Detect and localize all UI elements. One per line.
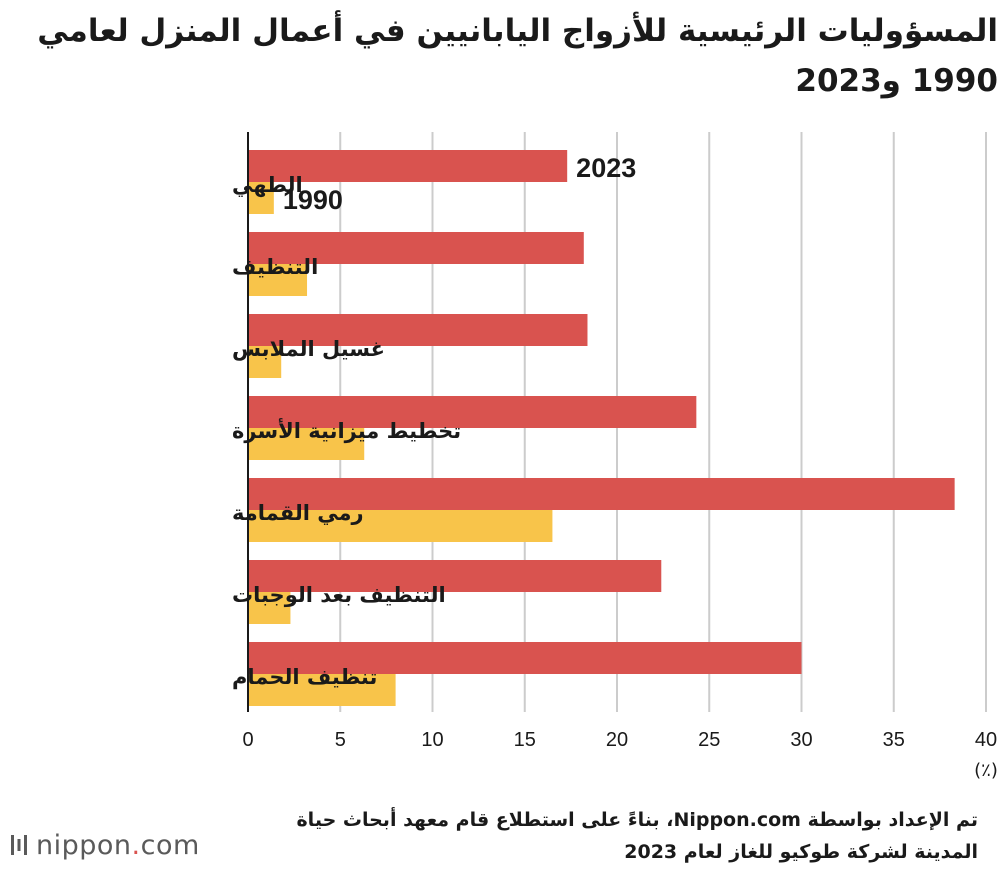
bar-2023 bbox=[248, 478, 955, 510]
source-line-2: المدينة لشركة طوكيو للغاز لعام 2023 bbox=[624, 841, 978, 863]
category-label: غسيل الملابس bbox=[232, 337, 385, 361]
bar-chart: الطهي التنظيف غسيل الملابس تخطيط ميزانية ال… bbox=[232, 132, 998, 781]
category-label: التنظيف بعد الوجبات bbox=[232, 583, 446, 607]
category-label: التنظيف bbox=[232, 255, 318, 279]
nippon-logo: nippon.com bbox=[8, 830, 200, 861]
category-label: رمي القمامة bbox=[232, 501, 364, 525]
bar-2023 bbox=[248, 232, 584, 264]
x-tick-label: 25 bbox=[698, 729, 720, 751]
x-tick-label: 40 bbox=[975, 729, 997, 751]
x-unit-label: (٪) bbox=[974, 760, 998, 781]
source-note: تم الإعداد بواسطة Nippon.com، بناءً على … bbox=[238, 804, 978, 868]
logo-mark-icon bbox=[11, 835, 27, 855]
x-tick-label: 30 bbox=[790, 729, 812, 751]
bar-2023 bbox=[248, 314, 588, 346]
bar-2023 bbox=[248, 396, 697, 428]
series-label: 2023 bbox=[576, 153, 636, 183]
bar-1990 bbox=[248, 182, 274, 214]
category-label: الطهي bbox=[232, 173, 303, 197]
logo-name: nippon bbox=[36, 830, 132, 861]
bar-1990 bbox=[248, 674, 396, 706]
x-tick-label: 20 bbox=[606, 729, 628, 751]
series-label: 1990 bbox=[283, 185, 343, 215]
chart-title: المسؤوليات الرئيسية للأزواج اليابانيين ف… bbox=[37, 13, 998, 99]
bar-2023 bbox=[248, 642, 802, 674]
bar-1990 bbox=[248, 428, 365, 460]
category-label: تنظيف الحمام bbox=[232, 665, 377, 689]
x-tick-label: 35 bbox=[883, 729, 905, 751]
bar-1990 bbox=[248, 264, 308, 296]
logo-suffix: com bbox=[140, 830, 200, 861]
logo-dot: . bbox=[131, 830, 141, 861]
source-line-1: تم الإعداد بواسطة Nippon.com، بناءً على … bbox=[296, 809, 978, 831]
bar-2023 bbox=[248, 150, 568, 182]
bar-1990 bbox=[248, 346, 282, 378]
x-tick-label: 10 bbox=[421, 729, 443, 751]
bar-1990 bbox=[248, 510, 553, 542]
x-tick-label: 5 bbox=[335, 729, 346, 751]
bar-1990 bbox=[248, 592, 291, 624]
bar-2023 bbox=[248, 560, 662, 592]
x-tick-label: 15 bbox=[514, 729, 536, 751]
category-label: تخطيط ميزانية الأسرة bbox=[232, 417, 461, 443]
x-tick-label: 0 bbox=[242, 729, 253, 751]
